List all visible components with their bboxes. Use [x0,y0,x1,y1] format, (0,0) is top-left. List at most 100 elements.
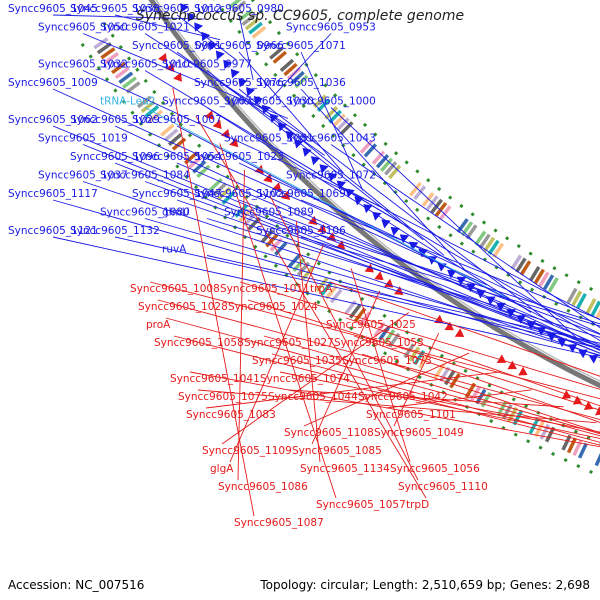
forward-gene-label: glmU [162,207,190,219]
forward-leader-line [238,162,600,335]
function-block [244,17,260,31]
function-block [576,292,587,309]
genome-backbone [148,0,600,389]
function-block [167,132,183,147]
accession-info: Accession: NC_007516 [8,578,144,592]
function-block [163,128,179,142]
forward-gene-label: Syncc9605_0980 [194,3,284,15]
forward-leader-line [206,218,600,338]
function-block [241,13,257,26]
forward-leader-line [144,107,510,300]
function-block [335,117,350,132]
function-block [96,42,112,55]
reverse-leader-line [263,335,600,435]
reverse-leader-line [303,352,470,427]
forward-gene-label: Syncc9605_1038 [70,3,160,15]
function-block [325,285,338,300]
function-block [371,150,386,165]
forward-leader-line [144,181,600,347]
reverse-gene-arrow [204,110,214,120]
reverse-leader-line [237,169,245,481]
reverse-gene-label: Syncc9605_1108 [284,427,374,439]
function-block [434,201,448,217]
function-block [294,74,309,89]
function-block [188,155,203,170]
accession-number: NC_007516 [75,578,145,592]
function-block [148,109,164,123]
function-block [538,271,550,288]
forward-gene-label: Syncc9605_0966 [194,40,284,52]
forward-gene-arrow [328,172,338,182]
function-block [577,442,588,459]
function-block [283,62,298,77]
function-block [251,25,267,39]
forward-leader-line [52,14,205,20]
function-block [359,139,374,154]
reverse-leader-line [173,335,600,446]
forward-gene-label: Syncc9605_1106 [256,225,346,237]
reverse-leader-line [345,317,600,407]
reverse-leader-line [239,281,600,390]
reverse-gene-label: Syncc9605_1049 [374,427,464,439]
forward-gene-arrow [310,156,321,166]
forward-leader-line [82,70,383,208]
forward-leader-line [52,88,488,286]
forward-gene-label: Syncc9605_1081 [224,133,314,145]
reverse-gene-label: Syncc9605_1074 [260,373,350,385]
function-block [566,437,578,454]
reverse-leader-line [165,317,600,437]
reverse-gene-arrow [583,401,594,411]
reverse-gene-arrow [444,321,454,331]
reverse-leader-line [393,333,440,427]
function-block [408,346,421,362]
forward-gene-arrow [294,139,304,149]
reverse-gene-label: Syncc9605_1110 [398,481,488,493]
reverse-gene-arrow [518,366,528,376]
forward-leader-line [270,33,332,100]
forward-leader-line [206,107,532,313]
function-block [487,239,500,255]
forward-gene-arrow [223,59,233,70]
function-block [519,260,532,276]
reverse-gene-label: Syncc9605_1057 [316,499,406,511]
forward-gene-label: Syncc9605_1043 [286,133,376,145]
reverse-gene-arrow [374,271,384,281]
function-block [561,434,572,451]
function-block [287,253,301,268]
function-block [388,164,402,180]
function-block [594,452,600,467]
forward-gene-label: Syncc9605_1089 [224,207,314,219]
reverse-gene-arrow [393,286,404,295]
reverse-leader-line [229,244,324,463]
forward-leader-line [330,107,577,339]
function-block [413,185,427,200]
function-block [320,281,334,296]
function-block [375,154,390,169]
function-block [100,47,116,60]
forward-gene-label: ruvA [162,244,187,256]
reverse-gene-arrow [173,72,182,82]
function-block [571,290,583,307]
reverse-gene-label: Syncc9605_1075 [178,391,268,403]
forward-gene-label: Syncc9605_1030 [224,96,314,108]
forward-gene-label: Syncc9605_0977 [162,59,252,71]
reverse-gene-label: Syncc9605_1056 [390,463,480,475]
forward-leader-line [206,70,424,241]
reverse-gene-label: Syncc9605_1008 [130,283,220,295]
function-block [353,307,367,323]
function-block [510,254,523,270]
forward-gene-arrow [302,147,312,157]
reverse-leader-line [271,353,600,443]
reverse-gene-label: Syncc9605_1025 [326,319,416,331]
forward-leader-line [300,236,600,327]
function-block [339,121,354,136]
reverse-leader-line [385,389,532,409]
reverse-gene-label: Syncc9605_1044 [268,391,358,403]
forward-leader-line [176,199,600,348]
reverse-gene-label: Syncc9605_1011 [220,283,310,295]
reverse-gene-label: proA [146,319,171,331]
function-block [528,265,541,282]
function-block [103,52,119,65]
function-block [290,70,305,85]
